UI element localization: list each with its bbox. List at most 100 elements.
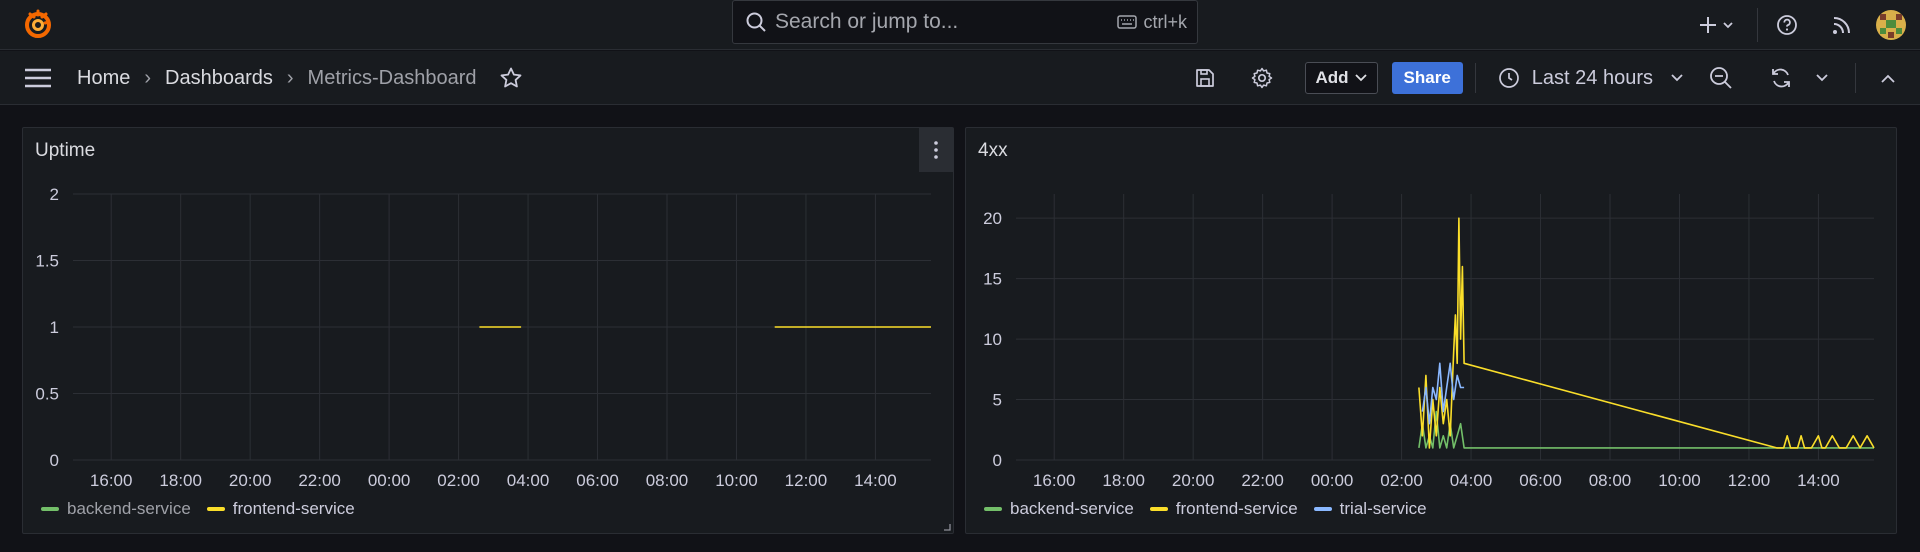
collapse-nav-button[interactable] [1856, 60, 1920, 96]
legend-swatch [41, 507, 59, 511]
x-tick-label: 10:00 [1658, 471, 1701, 490]
panel-title: Uptime [35, 140, 96, 161]
x-tick-label: 22:00 [298, 471, 341, 490]
x-tick-label: 00:00 [368, 471, 411, 490]
new-menu-button[interactable] [1697, 5, 1737, 45]
x-tick-label: 02:00 [1380, 471, 1423, 490]
profile-button[interactable] [1868, 5, 1914, 45]
x-tick-label: 10:00 [715, 471, 758, 490]
news-button[interactable] [1816, 5, 1868, 45]
legend-item[interactable]: backend-service [41, 499, 191, 519]
panel-menu-button[interactable] [919, 128, 953, 172]
top-bar: Search or jump to... ctrl+k [0, 0, 1920, 50]
legend-item[interactable]: frontend-service [1149, 499, 1298, 519]
x-tick-label: 14:00 [854, 471, 897, 490]
x-tick-label: 02:00 [437, 471, 480, 490]
dashboard-nav-bar: Home › Dashboards › Metrics-Dashboard Ad… [0, 51, 1920, 105]
search-shortcut: ctrl+k [1117, 12, 1187, 33]
dashboard-settings-button[interactable] [1239, 60, 1285, 96]
x-tick-label: 06:00 [1519, 471, 1562, 490]
legend-label: backend-service [1010, 499, 1134, 518]
y-tick-label: 1.5 [35, 252, 59, 271]
top-right-actions [1697, 0, 1920, 50]
chevron-down-icon [1671, 74, 1683, 82]
menu-icon[interactable] [24, 67, 52, 89]
y-tick-label: 10 [983, 330, 1002, 349]
divider [1855, 63, 1856, 93]
x-tick-label: 06:00 [576, 471, 619, 490]
series-line-trial-service [1421, 362, 1465, 425]
save-dashboard-button[interactable] [1185, 60, 1225, 96]
panel-4xx[interactable]: 4xx 0 5 10 15 20 16:00 18:00 20:00 22:00 00:00 02:… [965, 127, 1897, 534]
y-tick-label: 2 [50, 185, 59, 204]
x-tick-label: 12:00 [1728, 471, 1771, 490]
divider [1474, 63, 1476, 93]
y-tick-label: 15 [983, 270, 1002, 289]
x-tick-label: 16:00 [90, 471, 133, 490]
4xx-chart: 0 5 10 15 20 16:00 18:00 20:00 22:00 00:00 02:00 04… [983, 194, 1875, 490]
breadcrumb-home[interactable]: Home [77, 66, 131, 89]
shortcut-label: ctrl+k [1143, 11, 1187, 32]
dashboard-actions: Add Share Last 24 hours [1185, 51, 1920, 105]
zoom-out-button[interactable] [1697, 60, 1745, 96]
series-line-frontend-service [1418, 217, 1875, 449]
x-tick-label: 12:00 [785, 471, 828, 490]
y-tick-label: 0 [50, 451, 59, 470]
refresh-button[interactable] [1757, 60, 1805, 96]
y-tick-label: 20 [983, 209, 1002, 228]
add-button[interactable]: Add [1304, 62, 1378, 94]
keyboard-icon [1117, 15, 1138, 29]
time-range-picker[interactable]: Last 24 hours [1498, 67, 1683, 90]
refresh-interval-dropdown[interactable] [1805, 60, 1839, 96]
y-tick-label: 1 [50, 318, 59, 337]
legend-swatch [1149, 507, 1168, 511]
x-tick-label: 20:00 [1172, 471, 1215, 490]
legend-item[interactable]: frontend-service [206, 499, 355, 519]
legend: backend-service frontend-service [41, 499, 355, 519]
refresh-icon [1772, 68, 1790, 88]
rss-icon [1833, 17, 1850, 34]
y-tick-label: 5 [993, 391, 1002, 410]
star-icon[interactable] [499, 66, 523, 90]
search-bar[interactable]: Search or jump to... ctrl+k [732, 0, 1198, 44]
search-placeholder: Search or jump to... [775, 10, 959, 33]
x-tick-label: 08:00 [1589, 471, 1632, 490]
zoom-out-icon [1710, 67, 1732, 89]
avatar [1876, 10, 1906, 40]
legend-label: trial-service [1339, 499, 1427, 518]
resize-handle-icon[interactable] [943, 523, 951, 531]
legend-swatch [984, 507, 1002, 511]
x-tick-label: 00:00 [1311, 471, 1354, 490]
add-button-label: Add [1315, 68, 1349, 87]
breadcrumb-dashboards[interactable]: Dashboards [165, 66, 273, 89]
share-button[interactable]: Share [1391, 62, 1463, 94]
legend-swatch [1313, 507, 1332, 511]
chevron-down-icon [1816, 74, 1828, 82]
grafana-logo-icon[interactable] [22, 8, 54, 40]
y-tick-label: 0 [993, 451, 1002, 470]
x-tick-label: 22:00 [1241, 471, 1284, 490]
more-vertical-icon [934, 141, 938, 159]
chevron-right-icon: › [286, 66, 294, 89]
breadcrumb-current: Metrics-Dashboard [307, 66, 477, 89]
gear-icon [1251, 67, 1272, 89]
legend-label: frontend-service [232, 499, 355, 518]
x-tick-label: 04:00 [1450, 471, 1493, 490]
x-tick-label: 08:00 [646, 471, 689, 490]
help-button[interactable] [1758, 5, 1816, 45]
time-range-label: Last 24 hours [1531, 66, 1653, 89]
uptime-chart: 0 0.5 1 1.5 2 16:00 18:00 20:00 22:00 00:00 02:00 0… [35, 185, 931, 490]
legend-item[interactable]: trial-service [1313, 499, 1427, 519]
x-tick-label: 20:00 [229, 471, 272, 490]
chevron-up-icon [1881, 74, 1895, 83]
legend: backend-service frontend-service trial-s… [984, 499, 1427, 519]
save-icon [1195, 69, 1214, 87]
search-icon [746, 12, 766, 32]
x-tick-label: 18:00 [159, 471, 202, 490]
legend-label: backend-service [67, 499, 191, 518]
panel-uptime[interactable]: Uptime 0 0.5 1 1.5 2 16:00 18:00 20:00 22:00 00:0… [22, 127, 954, 534]
x-tick-label: 04:00 [507, 471, 550, 490]
clock-icon [1498, 68, 1519, 88]
legend-item[interactable]: backend-service [984, 499, 1134, 519]
share-button-label: Share [1403, 68, 1451, 87]
